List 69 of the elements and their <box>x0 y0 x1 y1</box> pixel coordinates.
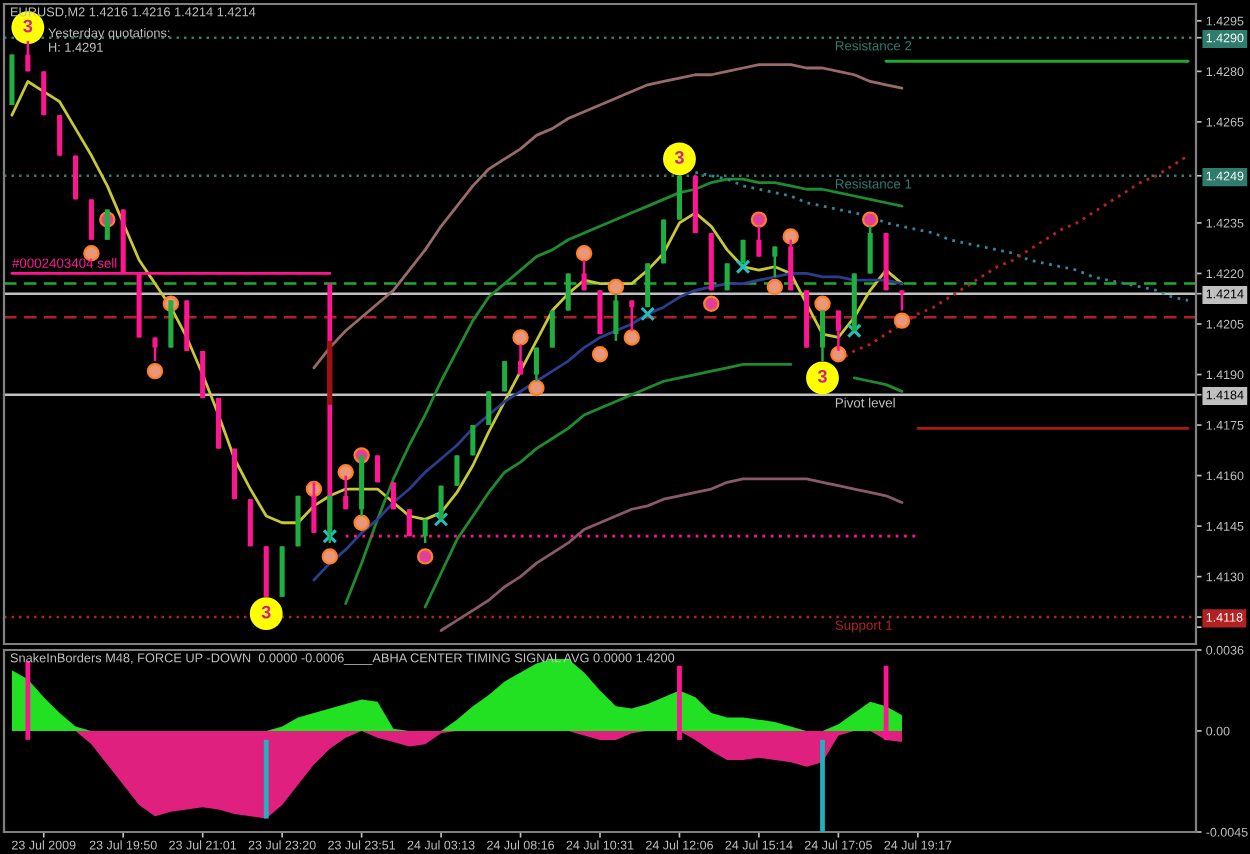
bar <box>263 739 269 819</box>
candlestick <box>247 497 253 548</box>
bar <box>677 665 682 740</box>
candlestick <box>835 309 841 353</box>
line-series <box>312 63 904 370</box>
candlestick <box>104 208 110 242</box>
point <box>893 312 911 329</box>
point <box>337 464 354 481</box>
candlestick <box>517 342 524 376</box>
candlestick <box>390 481 396 511</box>
candlestick <box>41 70 47 117</box>
candlestick <box>629 299 635 332</box>
candlestick <box>581 258 587 292</box>
point <box>830 346 847 363</box>
candlestick <box>788 238 794 292</box>
candlestick <box>724 262 730 292</box>
candlestick <box>57 113 63 157</box>
candlestick <box>152 336 158 363</box>
point <box>623 329 640 346</box>
candlestick <box>374 454 381 484</box>
point <box>353 514 370 531</box>
candlestick <box>772 245 778 279</box>
candlestick <box>819 309 826 363</box>
candlestick <box>867 225 873 275</box>
point <box>321 548 339 565</box>
candlestick <box>311 481 317 535</box>
candlestick <box>502 359 508 393</box>
candlestick <box>756 225 762 258</box>
point <box>750 211 768 228</box>
point <box>591 346 609 363</box>
point <box>735 259 751 275</box>
line-series <box>439 477 904 632</box>
point <box>861 211 879 228</box>
bar <box>820 739 825 832</box>
candlestick <box>422 518 428 545</box>
point <box>766 278 784 296</box>
point <box>575 245 593 262</box>
candlestick <box>343 474 349 511</box>
candlestick <box>899 289 905 312</box>
text: 3 <box>261 605 271 619</box>
candlestick <box>597 289 603 336</box>
candlestick <box>565 272 571 312</box>
point <box>146 362 164 380</box>
point <box>433 511 449 527</box>
candlestick <box>676 174 683 221</box>
point <box>416 548 434 565</box>
candlestick <box>25 39 31 73</box>
candlestick <box>454 454 460 487</box>
point <box>640 306 656 322</box>
candlestick <box>613 292 619 343</box>
text: 3 <box>817 369 827 383</box>
point <box>782 228 799 245</box>
text: 3 <box>674 151 684 164</box>
bar <box>25 661 31 740</box>
candlestick <box>533 346 539 383</box>
point <box>528 379 545 397</box>
point <box>322 528 338 544</box>
candlestick <box>645 262 651 309</box>
line-series <box>344 177 904 605</box>
candlestick <box>486 390 492 427</box>
point <box>607 278 625 296</box>
point <box>512 329 529 346</box>
candlestick <box>549 309 555 349</box>
series-label: 3 <box>23 19 33 33</box>
candlestick <box>470 423 476 457</box>
point <box>846 323 862 339</box>
point <box>703 295 720 312</box>
candlestick <box>88 198 94 242</box>
point <box>814 295 831 312</box>
